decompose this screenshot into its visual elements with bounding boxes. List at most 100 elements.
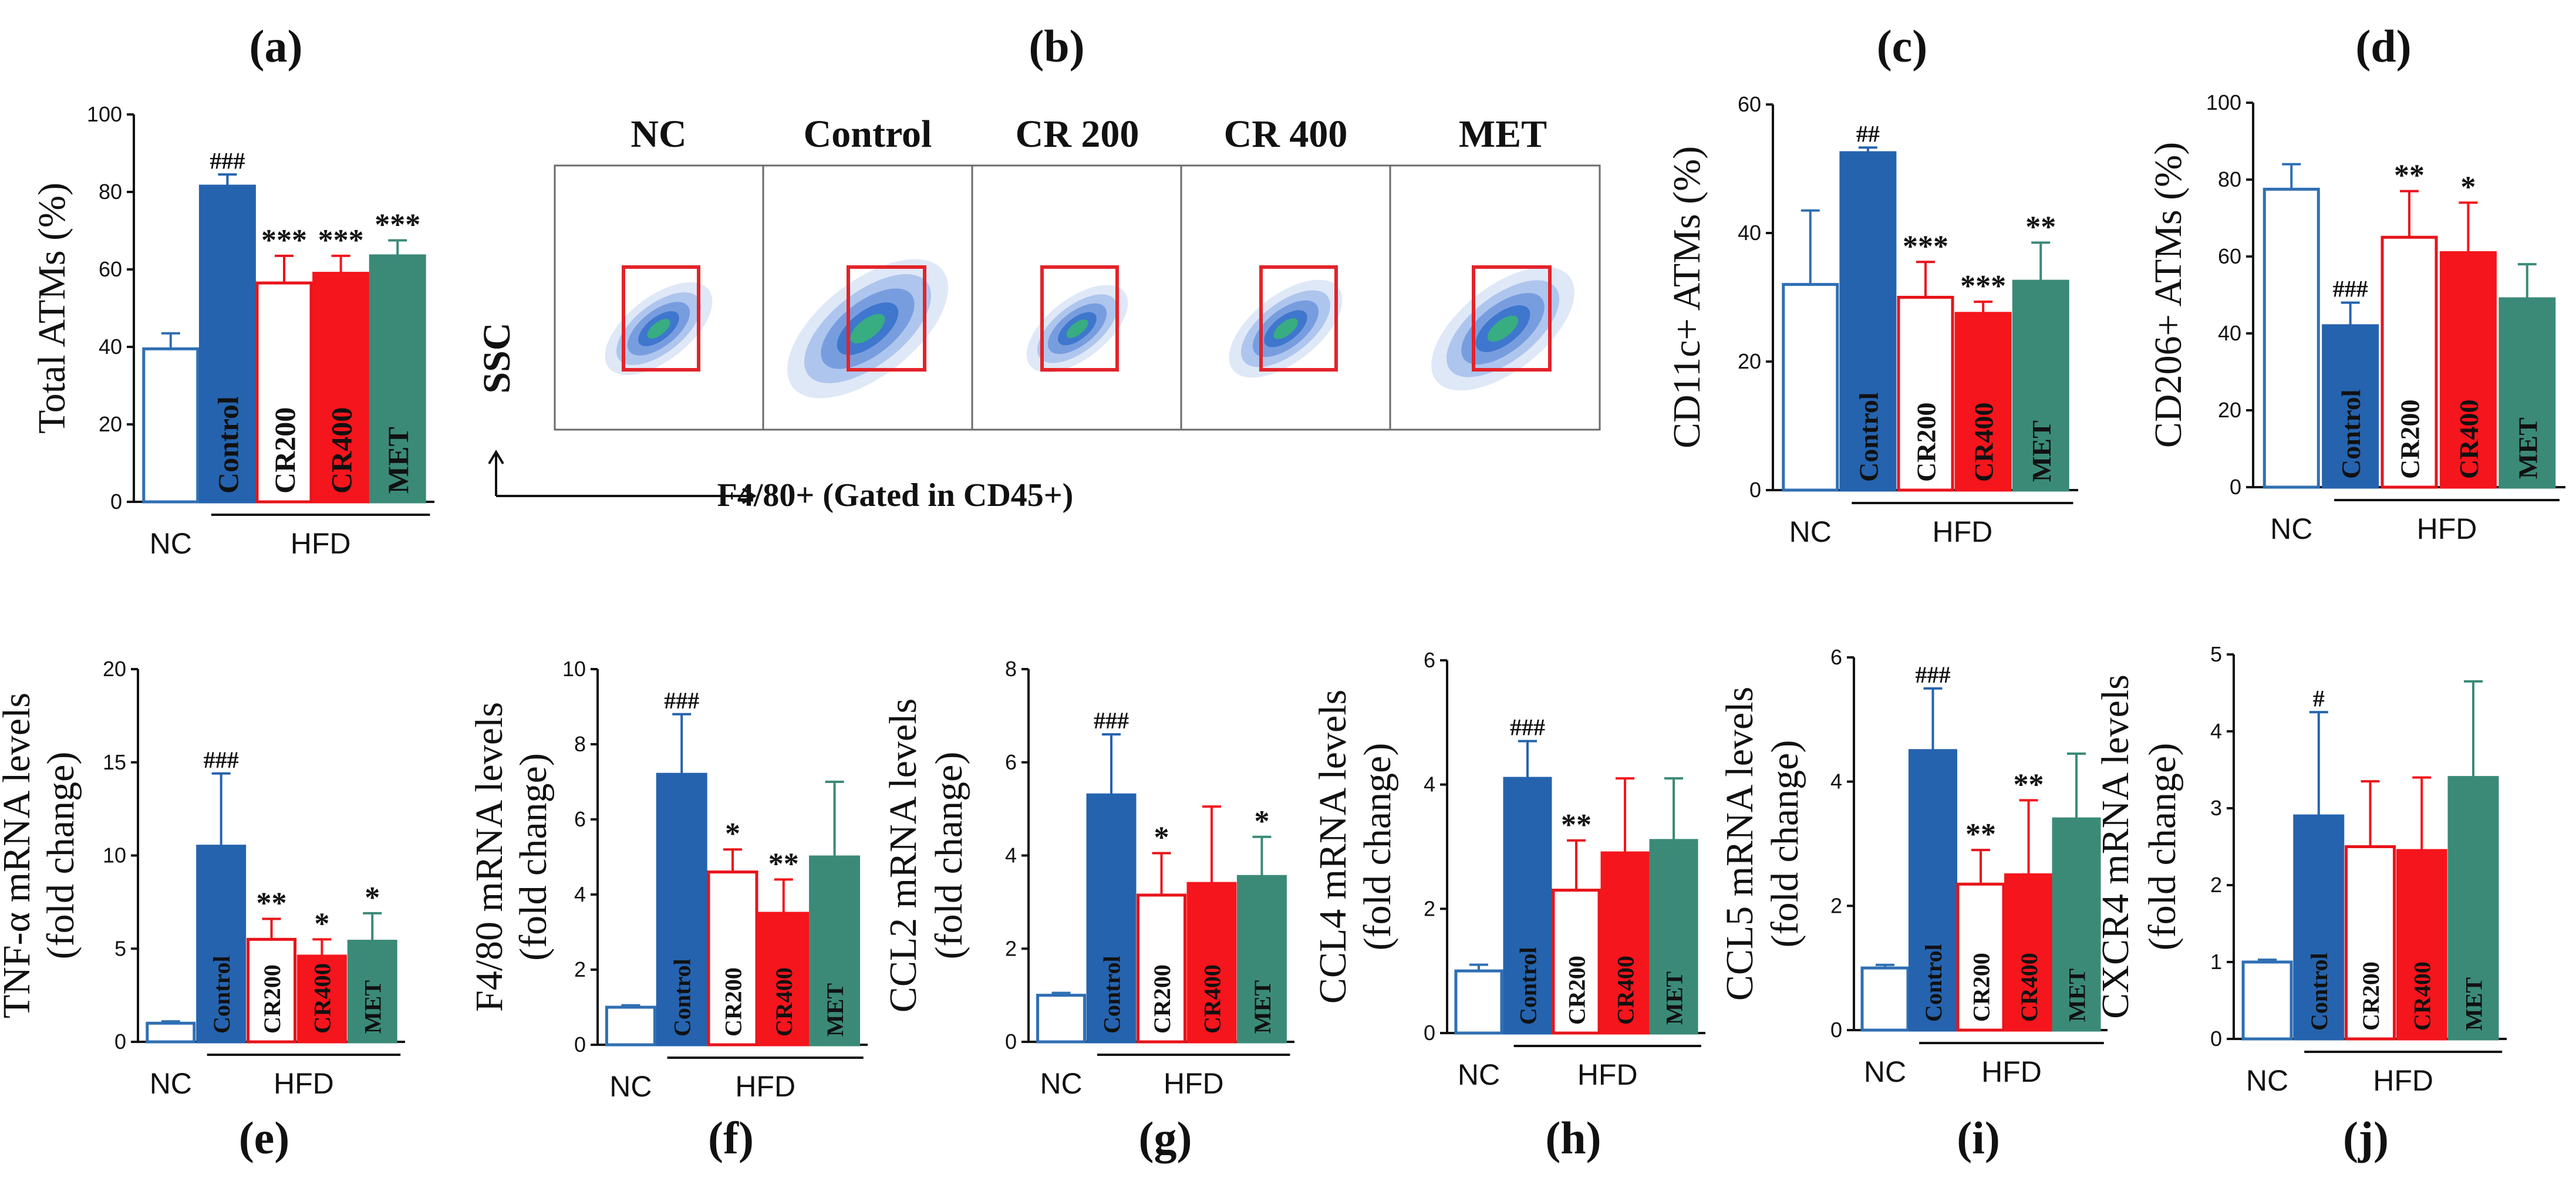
bar-label-met: MET [1661, 971, 1687, 1025]
hash-annotation: ### [1510, 714, 1545, 741]
significance-annotation: * [365, 881, 380, 914]
y-axis-label-line2: (fold change) [39, 752, 82, 960]
hash-annotation: ### [664, 687, 699, 714]
bar-cr200 [247, 937, 296, 1044]
bar-cr200 [1956, 882, 2005, 1032]
y-tick-label: 0 [2210, 1027, 2222, 1051]
bar-label-cr400: CR400 [1199, 964, 1225, 1034]
group-label-hfd: HFD [1932, 515, 1992, 548]
bar-met [1649, 839, 1698, 1035]
density-contour [850, 313, 885, 344]
y-tick-label: 6 [1830, 645, 1842, 669]
y-tick-label: 0 [574, 1032, 586, 1057]
hash-annotation: ### [2333, 276, 2368, 302]
chart-d: (d) 0 20 40 60 80 100 CD206+ ATMs (%) ### Control… [2147, 21, 2565, 545]
significance-annotation: ** [1561, 808, 1592, 842]
flow-x-axis-label: F4/80+ (Gated in CD45+) [717, 477, 1074, 514]
flow-axis-arrow-right [496, 488, 757, 504]
bar-label-cr200: CR200 [268, 407, 301, 494]
bar-label-cr200: CR200 [1911, 403, 1941, 482]
bar-label-cr400: CR400 [309, 963, 336, 1034]
bar-label-cr400: CR400 [2016, 953, 2042, 1022]
y-tick-label: 40 [2218, 321, 2241, 345]
significance-annotation: * [314, 907, 329, 940]
y-tick-label: 40 [99, 335, 122, 359]
hash-annotation: # [2313, 685, 2325, 711]
bar-label-cr400: CR400 [1969, 403, 1999, 482]
bar-nc [1454, 969, 1503, 1035]
bar-nc [1036, 994, 1087, 1044]
y-axis-label-line2: (fold change) [1764, 740, 1806, 948]
bar-nc [1860, 966, 1910, 1032]
y-tick-label: 0 [1830, 1018, 1842, 1042]
bar-label-met: MET [2064, 968, 2090, 1022]
bar-label-cr200: CR200 [259, 964, 285, 1034]
y-axis-label: CCL2 mRNA levels [882, 698, 925, 1013]
density-contour [1487, 315, 1519, 342]
y-axis-label: CD206+ ATMs (%) [2147, 142, 2190, 448]
y-tick-label: 80 [2218, 167, 2241, 191]
bar-control [2322, 324, 2379, 489]
bar-label-control: Control [1920, 944, 1947, 1022]
bar-label-cr200: CR200 [2395, 400, 2425, 479]
hash-annotation: ## [1856, 120, 1880, 147]
bar-label-met: MET [2513, 417, 2543, 479]
bar-cr400 [2439, 251, 2497, 489]
panel-label-e: (e) [239, 1112, 290, 1163]
y-tick-label: 8 [1005, 657, 1017, 681]
group-label-nc: NC [1864, 1055, 1906, 1088]
chart-g: (g) 0 2 4 6 8 CCL2 mRNA levels (fold change) ###… [882, 657, 1294, 1163]
density-cloud-1 [787, 259, 949, 399]
group-label-nc: NC [1458, 1058, 1500, 1091]
bar-cr400 [1186, 882, 1237, 1044]
hash-annotation: ### [1094, 707, 1129, 734]
chart-c: (c) 0 20 40 60 CD11c+ ATMs (%) ## Control *** CR2… [1665, 21, 2078, 548]
significance-annotation: ** [2014, 768, 2044, 801]
y-tick-label: 2 [2210, 873, 2222, 897]
bar-nc [146, 1021, 196, 1044]
bar-label-met: MET [822, 983, 848, 1037]
y-tick-label: 15 [103, 750, 126, 774]
y-axis-label: CCL4 mRNA levels [1311, 690, 1354, 1004]
significance-annotation: ** [257, 886, 287, 920]
bar-cr400 [312, 272, 370, 504]
y-tick-label: 6 [1005, 750, 1017, 774]
y-tick-label: 4 [574, 882, 586, 906]
y-tick-label: 20 [2218, 398, 2241, 422]
y-tick-label: 0 [1424, 1021, 1435, 1045]
y-tick-label: 3 [2210, 796, 2222, 820]
group-label-hfd: HFD [274, 1067, 334, 1100]
y-tick-label: 4 [1424, 772, 1435, 797]
gate-box-cr200 [1040, 265, 1119, 372]
flow-sample-title-nc: NC [630, 113, 686, 156]
density-cloud-0 [605, 282, 713, 375]
bar-label-met: MET [2460, 977, 2487, 1031]
significance-annotation: *** [375, 208, 420, 242]
flow-sample-title-cr200: CR 200 [1016, 113, 1139, 156]
bar-label-cr400: CR400 [771, 967, 797, 1037]
bar-met [2052, 817, 2101, 1032]
bar-cr400 [296, 954, 347, 1044]
bar-cr400 [2396, 849, 2447, 1041]
group-label-nc: NC [2270, 512, 2312, 545]
y-tick-label: 100 [2206, 90, 2241, 114]
y-tick-label: 60 [1738, 92, 1761, 116]
significance-annotation: ** [1965, 818, 1996, 851]
flow-sample-title-cr400: CR 400 [1224, 113, 1348, 156]
panel-label-i: (i) [1957, 1112, 2000, 1163]
bar-met [809, 855, 861, 1047]
y-tick-label: 2 [1005, 936, 1017, 960]
bar-control [198, 184, 256, 504]
chart-i: (i) 0 2 4 6 CCL5 mRNA levels (fold change) ### C… [1718, 645, 2108, 1163]
significance-annotation: *** [1903, 230, 1948, 263]
y-axis-label: TNF-α mRNA levels [0, 693, 38, 1018]
density-cloud-2 [1026, 285, 1128, 373]
bar-label-cr400: CR400 [2409, 961, 2436, 1031]
y-tick-label: 0 [1005, 1030, 1017, 1054]
y-tick-label: 8 [574, 732, 586, 756]
bar-control [656, 772, 707, 1047]
bar-nc [142, 347, 200, 504]
chart-a: (a) 0 20 40 60 80 100 Total ATMs (%) ### Control *… [31, 21, 434, 560]
y-tick-label: 4 [1005, 843, 1017, 868]
